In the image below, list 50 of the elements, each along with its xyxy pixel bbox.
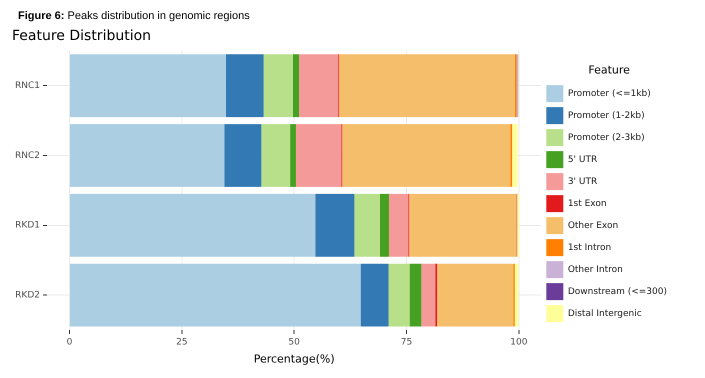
bar [290, 124, 296, 187]
bar [299, 54, 338, 118]
x-tick-label: 0 [66, 338, 73, 348]
chart-title: Feature Distribution [12, 28, 152, 44]
x-tick-label: 50 [288, 338, 300, 348]
legend-label: Downstream (<=300) [568, 286, 668, 297]
x-tick-label: 25 [176, 338, 188, 348]
bar [70, 194, 316, 257]
legend-label: Promoter (1-2kb) [568, 110, 645, 121]
bar [70, 54, 226, 118]
bar [437, 264, 514, 327]
bar [409, 194, 516, 257]
y-tick-label: RKD1 [15, 220, 40, 231]
bar [226, 54, 264, 118]
legend-title: Feature [588, 63, 630, 76]
x-axis-title: Percentage(%) [254, 352, 335, 366]
x-tick-label: 100 [510, 338, 528, 348]
bar [410, 264, 422, 327]
y-tick-label: RKD2 [15, 290, 40, 300]
legend-label: Distal Intergenic [568, 308, 642, 319]
bar [261, 124, 290, 187]
legend-label: Other Exon [568, 220, 618, 231]
bar [296, 124, 342, 187]
legend-label: 1st Exon [568, 198, 607, 209]
x-tick-label: 75 [400, 338, 412, 348]
legend-label: Other Intron [568, 264, 623, 275]
bar [315, 194, 354, 257]
legend-label: Promoter (2-3kb) [568, 132, 645, 143]
bar [339, 54, 515, 118]
legend-label: Promoter (<=1kb) [568, 88, 651, 99]
bar [70, 264, 361, 327]
bar [514, 264, 518, 327]
bar [224, 124, 262, 187]
y-tick-label: RNC1 [14, 81, 40, 92]
bar [512, 124, 518, 187]
y-tick-label: RNC2 [14, 150, 40, 161]
bar [70, 124, 224, 187]
bar [264, 54, 293, 118]
bar [421, 264, 436, 327]
legend-label: 1st Intron [568, 242, 612, 253]
bar [360, 264, 389, 327]
bar [388, 194, 408, 257]
bar [388, 264, 410, 327]
bar [342, 124, 510, 187]
legend-label: 3' UTR [568, 176, 598, 187]
bar [292, 54, 300, 118]
legend-label: 5' UTR [568, 154, 598, 165]
bar [354, 194, 380, 257]
bar [380, 194, 389, 257]
caption: Figure 6: Peaks distribution in genomic regions [18, 9, 251, 24]
